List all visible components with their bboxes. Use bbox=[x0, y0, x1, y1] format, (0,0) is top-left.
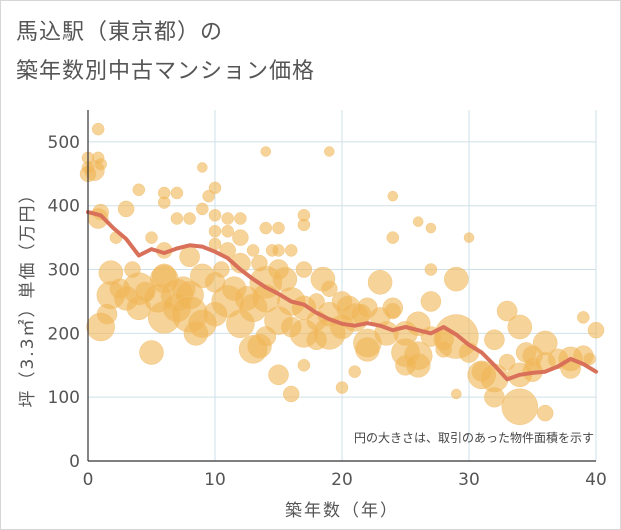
data-bubble bbox=[420, 291, 442, 312]
data-bubble bbox=[425, 222, 437, 234]
data-bubble bbox=[157, 196, 171, 209]
chart-title-line2: 築年数別中古マンション価格 bbox=[16, 59, 316, 84]
axes bbox=[87, 110, 596, 462]
data-bubble bbox=[170, 186, 184, 200]
data-bubble bbox=[260, 146, 272, 157]
data-bubble bbox=[384, 302, 402, 320]
y-tick-label: 100 bbox=[48, 388, 80, 408]
x-tick-label: 30 bbox=[458, 470, 480, 490]
data-bubble bbox=[324, 146, 335, 157]
y-tick-label: 200 bbox=[48, 324, 80, 344]
data-bubble bbox=[295, 261, 313, 278]
data-bubble bbox=[170, 212, 184, 225]
data-bubble bbox=[259, 221, 273, 235]
x-tick-label: 20 bbox=[331, 470, 353, 490]
trend-line bbox=[86, 210, 598, 382]
data-bubble bbox=[208, 225, 222, 238]
data-bubble bbox=[463, 232, 475, 243]
data-bubble bbox=[484, 329, 505, 350]
data-bubble bbox=[386, 231, 400, 244]
data-bubble bbox=[94, 157, 107, 171]
x-tick-label: 10 bbox=[204, 470, 226, 490]
data-bubble bbox=[451, 388, 462, 400]
y-tick-label: 0 bbox=[69, 452, 80, 472]
data-bubble bbox=[348, 365, 361, 378]
data-bubble bbox=[424, 263, 438, 276]
data-bubble bbox=[179, 246, 200, 268]
data-bubble bbox=[221, 212, 234, 225]
data-bubble bbox=[183, 212, 196, 225]
data-bubble bbox=[282, 385, 300, 403]
data-bubble bbox=[587, 321, 605, 339]
data-bubble bbox=[91, 122, 105, 136]
data-bubble bbox=[297, 359, 311, 372]
data-bubble bbox=[507, 314, 533, 340]
data-bubble bbox=[355, 337, 380, 362]
data-bubble bbox=[321, 280, 338, 297]
data-bubble bbox=[444, 266, 469, 292]
data-bubble bbox=[246, 244, 260, 257]
data-bubble bbox=[232, 229, 249, 246]
data-bubble bbox=[268, 364, 289, 386]
data-bubble bbox=[387, 190, 399, 202]
data-bubble bbox=[498, 353, 516, 371]
data-bubble bbox=[234, 212, 247, 225]
data-bubble bbox=[536, 404, 554, 422]
data-bubble bbox=[208, 209, 222, 222]
data-bubble bbox=[335, 381, 349, 394]
data-bubble bbox=[308, 293, 325, 310]
data-bubble bbox=[213, 261, 230, 278]
data-bubble bbox=[297, 218, 311, 232]
data-bubble bbox=[145, 231, 158, 244]
data-bubble bbox=[197, 162, 208, 173]
data-bubble bbox=[208, 181, 222, 195]
x-axis-label: 築年数（年） bbox=[285, 501, 399, 521]
data-bubble bbox=[117, 200, 135, 218]
data-bubble bbox=[284, 244, 298, 257]
data-bubble bbox=[196, 202, 209, 216]
data-bubble bbox=[583, 352, 596, 366]
data-bubble bbox=[412, 216, 424, 227]
data-bubble bbox=[221, 225, 234, 238]
bubble-series bbox=[79, 122, 605, 426]
data-bubble bbox=[501, 388, 539, 426]
data-bubble bbox=[367, 270, 393, 295]
data-bubble bbox=[202, 189, 215, 203]
y-tick-label: 400 bbox=[48, 197, 80, 217]
data-bubble bbox=[272, 244, 285, 257]
data-bubble bbox=[272, 221, 285, 235]
y-axis-label: 坪（3.3㎡）単価（万円） bbox=[18, 184, 38, 407]
x-tick-label: 0 bbox=[83, 470, 94, 490]
y-tick-label: 500 bbox=[48, 133, 80, 153]
data-bubble bbox=[484, 386, 505, 408]
data-bubble bbox=[132, 183, 146, 197]
data-bubble bbox=[139, 340, 164, 365]
data-bubble bbox=[577, 311, 590, 324]
data-bubble bbox=[405, 353, 431, 378]
data-bubble bbox=[496, 300, 518, 322]
chart-title-line1: 馬込駅（東京都）の bbox=[16, 20, 224, 45]
x-tick-label: 40 bbox=[585, 470, 607, 490]
size-note: 円の大きさは、取引のあった物件面積を示す bbox=[354, 430, 594, 445]
y-tick-label: 300 bbox=[48, 261, 80, 281]
